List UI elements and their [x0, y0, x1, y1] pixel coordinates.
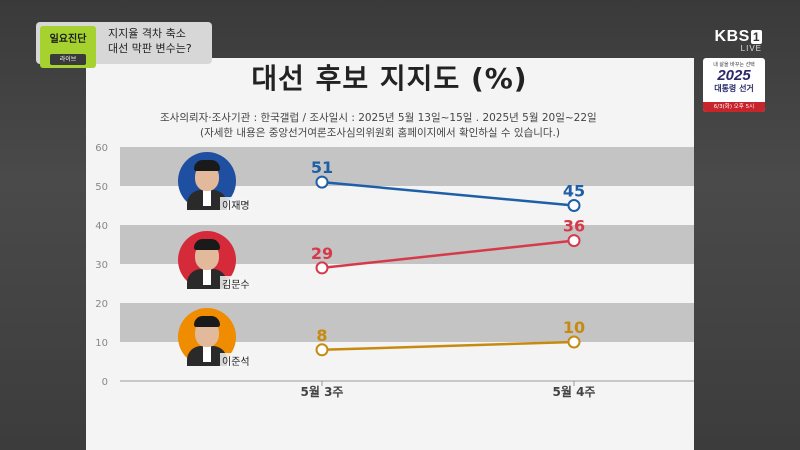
data-point [315, 175, 329, 189]
election-tagline: 내 삶을 바꾸는 선택 [713, 62, 755, 68]
candidate-name-label: 이준석 [220, 353, 252, 368]
headline-line-2: 대선 막판 변수는? [108, 42, 192, 55]
y-tick-label: 0 [102, 377, 108, 388]
program-sub: 라이브 [50, 54, 86, 65]
x-tick-label: 5월 3주 [301, 384, 344, 399]
y-tick-label: 30 [95, 260, 108, 271]
headline-line-1: 지지율 격차 축소 [108, 27, 186, 40]
data-point [315, 261, 329, 275]
x-tick-label: 5월 4주 [553, 384, 596, 399]
election-year: 2025 [717, 67, 751, 84]
data-label: 10 [563, 318, 585, 337]
kbs-logo: KBS 1 LIVE [715, 28, 762, 53]
title-area: 대선 후보 지지도 (%) [86, 56, 693, 106]
program-badge: 일요진단 라이브 지지율 격차 축소 대선 막판 변수는? [36, 22, 216, 68]
survey-info-line-2: (자세한 내용은 중앙선거여론조사심의위원회 홈페이지에서 확인하실 수 있습니… [200, 127, 560, 139]
data-label: 36 [563, 217, 585, 236]
data-label: 29 [311, 244, 333, 263]
y-tick-label: 10 [95, 338, 108, 349]
series-line [321, 340, 575, 352]
election-date: 6/3(화) 오후 5시 [703, 102, 765, 112]
data-point [567, 234, 581, 248]
channel-number: 1 [750, 30, 762, 44]
candidate-photo [178, 308, 236, 366]
y-tick-label: 20 [95, 299, 108, 310]
data-label: 51 [311, 158, 333, 177]
data-point [315, 343, 329, 357]
y-tick-label: 40 [95, 221, 108, 232]
survey-info-line-1: 조사의뢰자·조사기관 : 한국갤럽 / 조사일시 : 2025년 5월 13일~… [160, 112, 597, 124]
y-tick-label: 60 [95, 143, 108, 154]
election-logo: 내 삶을 바꾸는 선택 2025 대통령 선거 6/3(화) 오후 5시 [703, 58, 765, 112]
program-headline: 지지율 격차 축소 대선 막판 변수는? [108, 26, 192, 56]
election-name: 대통령 선거 [714, 84, 754, 93]
y-tick-label: 50 [95, 182, 108, 193]
series-line [321, 239, 575, 270]
program-name: 일요진단 [49, 34, 87, 45]
kbs-logo-text: KBS [714, 28, 750, 45]
chart-title: 대선 후보 지지도 (%) [251, 62, 528, 95]
candidate-name-label: 김문수 [220, 276, 252, 291]
data-point [567, 335, 581, 349]
live-label: LIVE [740, 44, 762, 53]
candidate-name-label: 이재명 [220, 197, 252, 212]
program-tag: 일요진단 라이브 [40, 26, 96, 68]
series-line [321, 180, 575, 207]
data-label: 8 [316, 326, 327, 345]
data-label: 45 [563, 182, 585, 201]
data-point [567, 199, 581, 212]
